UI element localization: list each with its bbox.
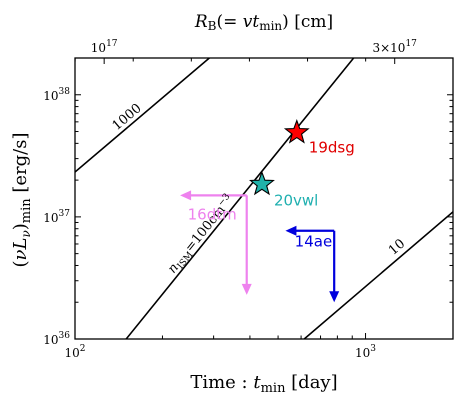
y-axis-ticks: 1036 1037 1038 xyxy=(43,57,453,347)
20vwl-label: 20vwl xyxy=(274,191,318,209)
y-tick-label: 1038 xyxy=(43,87,70,103)
density-line-label-3: 10 xyxy=(386,236,408,258)
19dsg-label: 19dsg xyxy=(309,139,355,157)
top-axis-ticks: 3×101610173×1017 xyxy=(74,39,417,64)
y-axis-title: (νLν)min [erg/s] xyxy=(10,133,34,268)
y-tick-label: 1037 xyxy=(43,209,70,225)
20vwl-star xyxy=(248,170,275,196)
x-tick-label: 103 xyxy=(355,344,376,360)
density-lines xyxy=(75,58,453,339)
16dtm-left-arrowhead xyxy=(180,190,192,201)
14ae-label: 14ae xyxy=(295,233,333,251)
x-axis-ticks: 102 103 xyxy=(64,333,454,360)
14ae-down-arrowhead xyxy=(329,291,340,303)
14ae-left-arrowhead xyxy=(285,225,297,236)
point-labels: 16dtm 14ae 19dsg 20vwl xyxy=(188,139,355,251)
16dtm-down-arrowhead xyxy=(241,283,252,295)
density-line-3 xyxy=(303,211,453,339)
16dtm-label: 16dtm xyxy=(188,205,237,223)
density-line-2 xyxy=(125,58,355,339)
x-axis-title: Time : tmin [day] xyxy=(190,372,337,396)
x-tick-label: 102 xyxy=(64,344,85,360)
top-tick-label: 1017 xyxy=(91,39,118,55)
19dsg-star xyxy=(283,119,310,144)
limit-arrows xyxy=(180,190,340,303)
density-line-1 xyxy=(75,58,210,173)
top-axis-title: RB(= vtmin) [cm] xyxy=(194,12,333,33)
y-tick-label: 1036 xyxy=(43,331,70,347)
top-tick-label: 3×1017 xyxy=(372,39,417,55)
star-points xyxy=(248,119,310,196)
plot-frame xyxy=(74,57,454,340)
